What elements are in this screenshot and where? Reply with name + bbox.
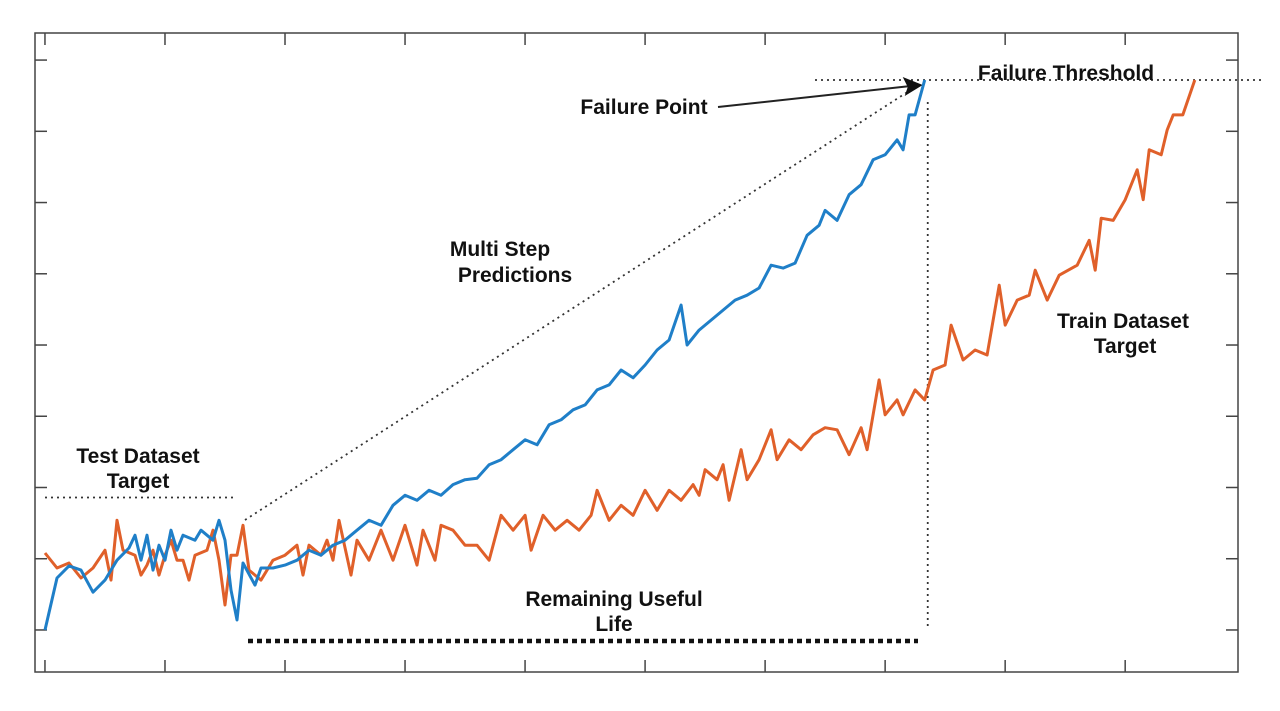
multi-step-label-1: Multi Step <box>450 238 550 261</box>
annotation-lines <box>45 77 1262 644</box>
multi-step-label-2: Predictions <box>458 264 572 287</box>
test-target-label-1: Test Dataset <box>76 445 199 468</box>
rul-label-2: Life <box>595 613 632 636</box>
multi-step-dotted-line <box>244 85 918 521</box>
arrow-head-icon <box>902 77 923 97</box>
plot-frame <box>34 32 1239 673</box>
test-target-label-2: Target <box>107 470 170 493</box>
failure-point-label: Failure Point <box>580 96 707 119</box>
failure-point-arrow <box>717 85 911 108</box>
multi-step-predictions-line <box>43 79 927 631</box>
failure-threshold-label: Failure Threshold <box>978 62 1154 85</box>
series-group <box>43 79 1197 631</box>
train-dataset-target-line <box>43 79 1197 607</box>
train-target-label-1: Train Dataset <box>1057 310 1189 333</box>
train-target-label-2: Target <box>1094 335 1157 358</box>
axis-ticks <box>35 33 1238 672</box>
rul-label-1: Remaining Useful <box>525 588 702 611</box>
